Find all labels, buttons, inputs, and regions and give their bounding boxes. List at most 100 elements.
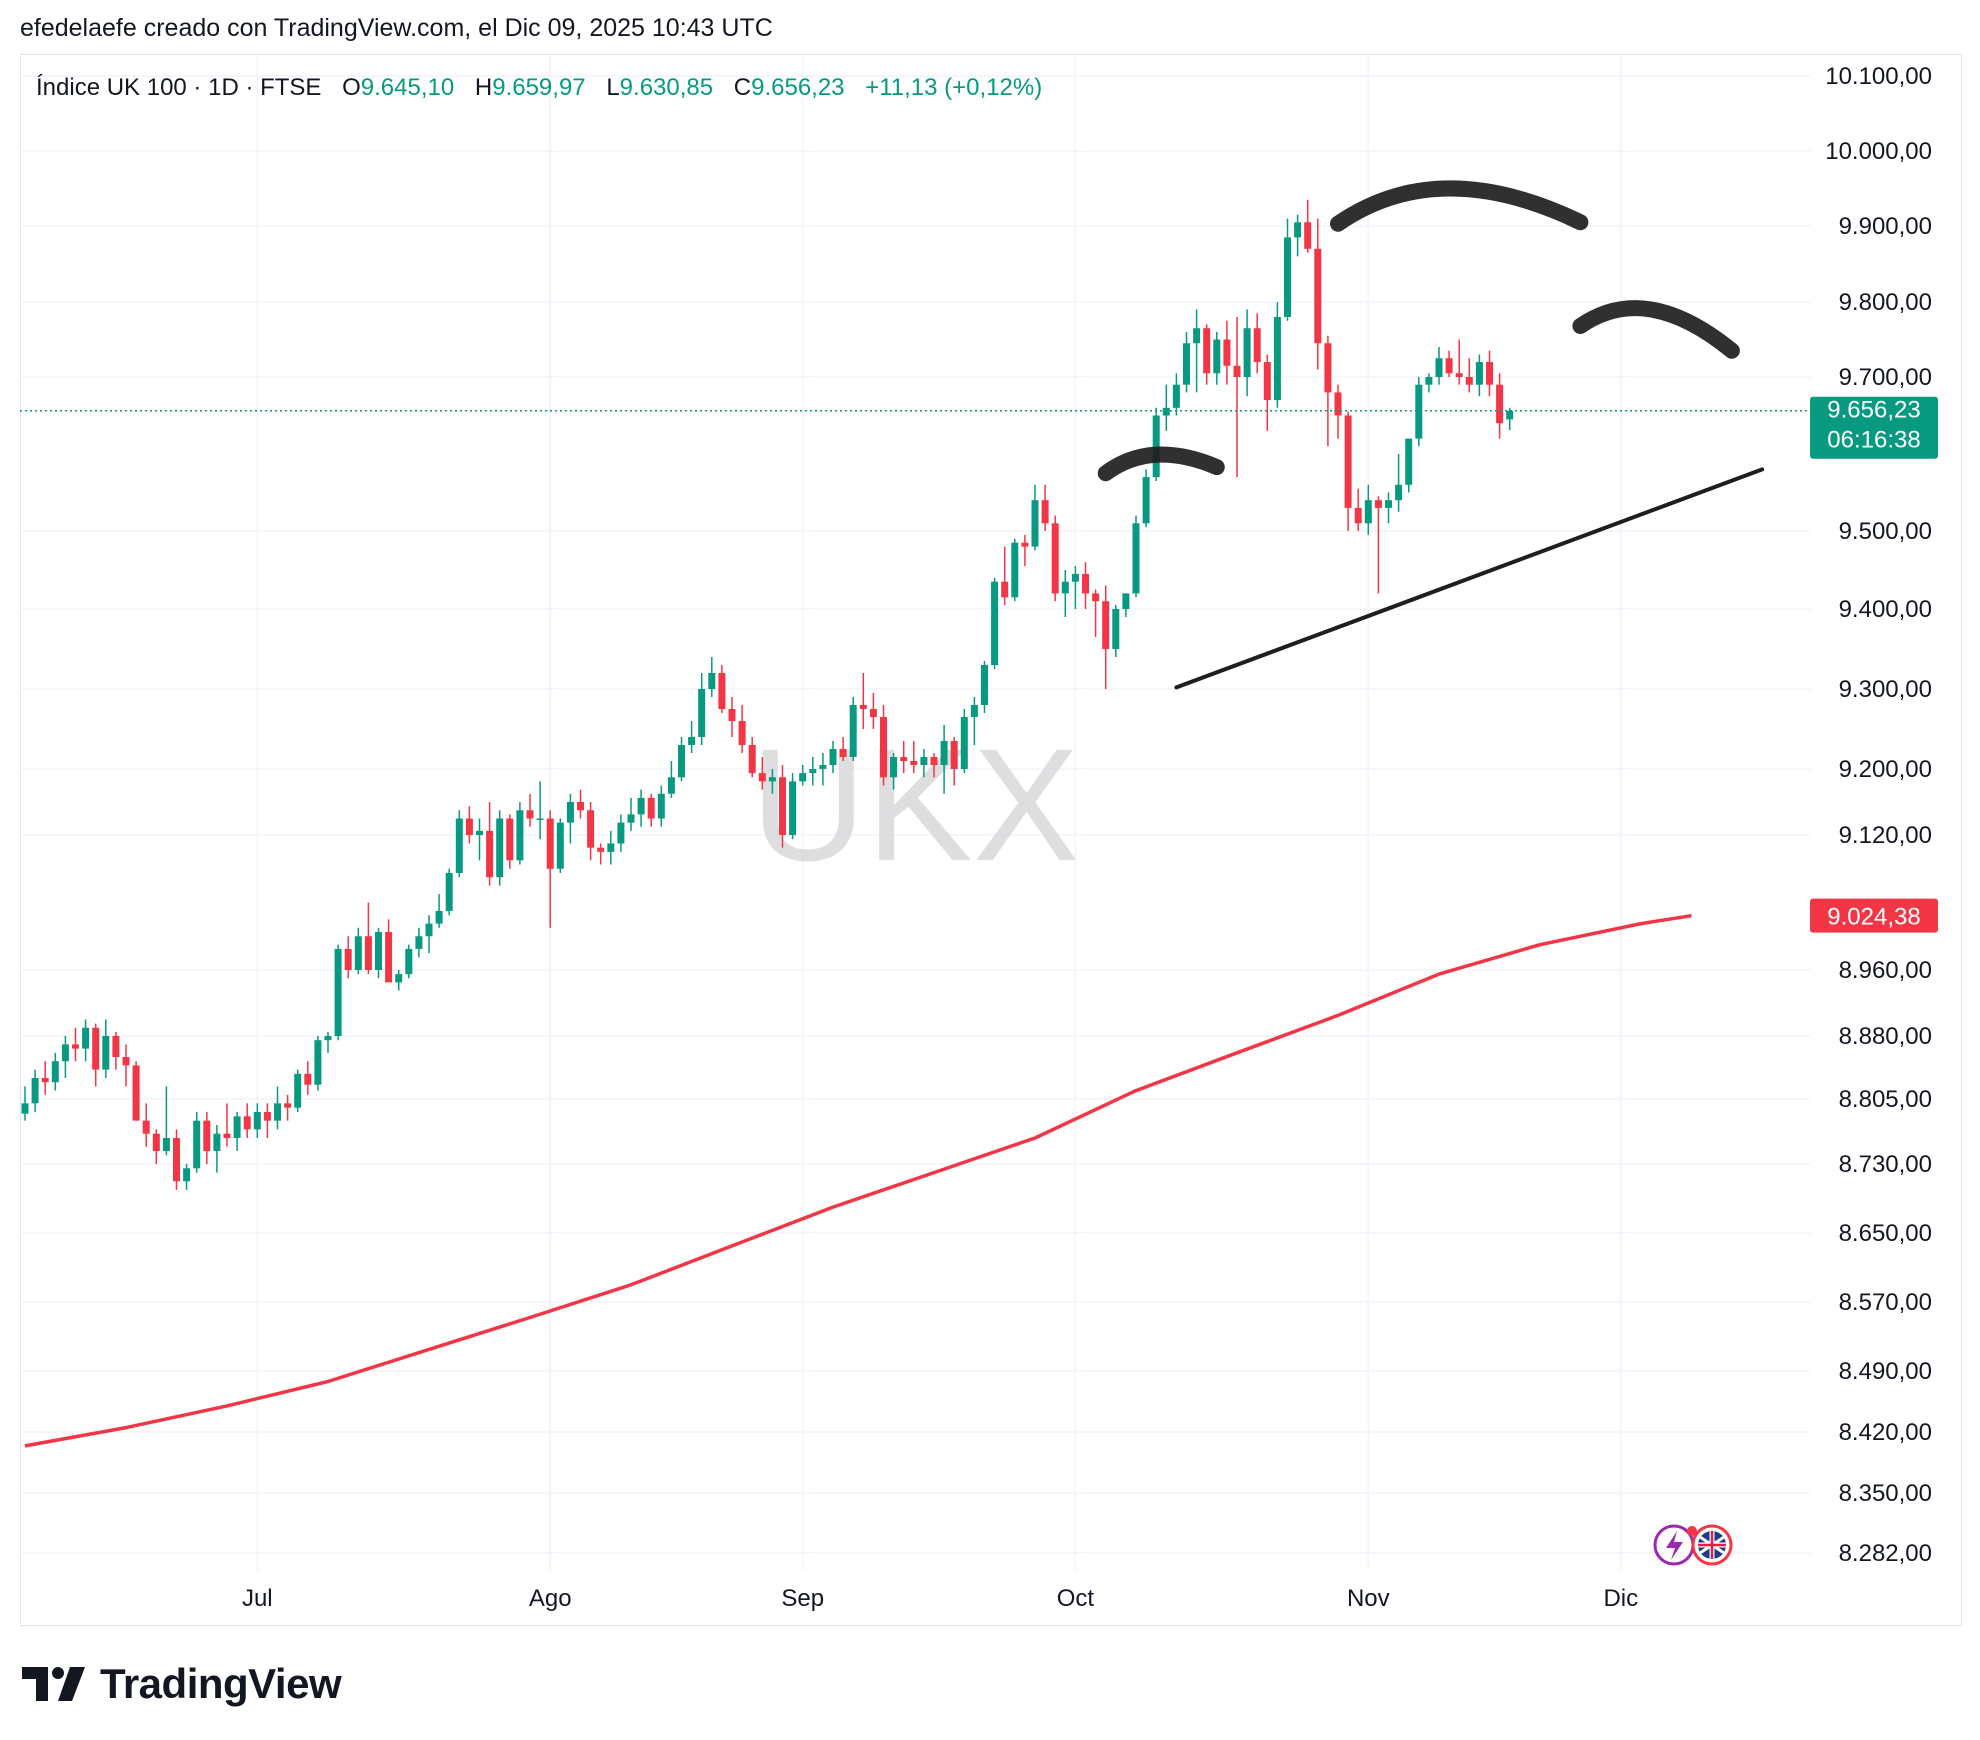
candle[interactable] bbox=[728, 697, 736, 737]
candle[interactable] bbox=[213, 1125, 221, 1173]
candle[interactable] bbox=[435, 894, 443, 928]
candle[interactable] bbox=[799, 765, 807, 786]
candle[interactable] bbox=[940, 725, 948, 794]
candle[interactable] bbox=[334, 944, 342, 1041]
candle[interactable] bbox=[516, 802, 524, 865]
candle[interactable] bbox=[72, 1027, 79, 1062]
candle[interactable] bbox=[1011, 538, 1019, 602]
candle[interactable] bbox=[496, 810, 504, 886]
candle[interactable] bbox=[1334, 384, 1342, 439]
candle[interactable] bbox=[789, 773, 797, 840]
candle[interactable] bbox=[344, 936, 352, 979]
candle[interactable] bbox=[1082, 562, 1089, 609]
candle[interactable] bbox=[162, 1086, 170, 1156]
candle[interactable] bbox=[1374, 496, 1382, 594]
candle[interactable] bbox=[667, 761, 675, 798]
candle[interactable] bbox=[920, 749, 928, 778]
pattern-arc-drawing[interactable] bbox=[1330, 180, 1589, 232]
candle[interactable] bbox=[193, 1112, 201, 1173]
candle[interactable] bbox=[122, 1044, 130, 1087]
candle[interactable] bbox=[233, 1112, 241, 1151]
candle[interactable] bbox=[738, 705, 746, 753]
candle[interactable] bbox=[142, 1103, 150, 1147]
candle[interactable] bbox=[82, 1019, 90, 1062]
tradingview-brand[interactable]: TradingView bbox=[22, 1660, 342, 1708]
candle[interactable] bbox=[395, 970, 403, 991]
candle[interactable] bbox=[627, 797, 635, 831]
candle[interactable] bbox=[1031, 484, 1039, 551]
candle[interactable] bbox=[304, 1061, 312, 1095]
candle[interactable] bbox=[415, 927, 423, 958]
candle[interactable] bbox=[92, 1023, 100, 1087]
candle[interactable] bbox=[688, 721, 696, 753]
candle[interactable] bbox=[950, 737, 958, 786]
candle[interactable] bbox=[859, 673, 867, 729]
candle[interactable] bbox=[647, 793, 655, 827]
candle[interactable] bbox=[1263, 354, 1271, 431]
candle[interactable] bbox=[1455, 339, 1463, 385]
candle[interactable] bbox=[1324, 335, 1332, 447]
candle[interactable] bbox=[1041, 484, 1049, 531]
candle[interactable] bbox=[708, 657, 716, 697]
candle[interactable] bbox=[678, 737, 685, 782]
candle[interactable] bbox=[1203, 324, 1211, 385]
candle[interactable] bbox=[274, 1086, 281, 1130]
candle[interactable] bbox=[375, 927, 382, 979]
candle[interactable] bbox=[385, 919, 393, 983]
candle[interactable] bbox=[152, 1129, 160, 1164]
candle[interactable] bbox=[1253, 313, 1261, 374]
candle[interactable] bbox=[354, 927, 362, 975]
candle[interactable] bbox=[1354, 488, 1362, 531]
pattern-arc-drawing[interactable] bbox=[1097, 446, 1225, 482]
support-trendline[interactable] bbox=[1174, 467, 1765, 690]
candle[interactable] bbox=[900, 741, 908, 774]
candle[interactable] bbox=[748, 737, 756, 778]
candle[interactable] bbox=[41, 1061, 49, 1095]
candle[interactable] bbox=[506, 814, 514, 869]
candle[interactable] bbox=[758, 757, 766, 790]
candle[interactable] bbox=[1506, 407, 1514, 431]
candle[interactable] bbox=[1142, 469, 1150, 528]
candle[interactable] bbox=[1405, 438, 1413, 493]
candle[interactable] bbox=[536, 781, 544, 840]
candle[interactable] bbox=[1425, 373, 1433, 393]
candle[interactable] bbox=[1122, 593, 1130, 617]
candle[interactable] bbox=[809, 757, 817, 786]
candle[interactable] bbox=[960, 709, 968, 774]
candle[interactable] bbox=[698, 673, 706, 745]
moving-average-line[interactable] bbox=[24, 913, 1692, 1448]
candle[interactable] bbox=[132, 1061, 140, 1121]
candle[interactable] bbox=[991, 577, 999, 669]
candle[interactable] bbox=[1051, 515, 1059, 602]
candle[interactable] bbox=[839, 737, 847, 761]
candle[interactable] bbox=[880, 705, 887, 786]
price-chart[interactable]: UKX 10.100,00 10.000,00 9.900,00 9.800,00 9.… bbox=[0, 0, 1980, 1640]
candle[interactable] bbox=[657, 785, 665, 827]
candle[interactable] bbox=[1243, 309, 1251, 397]
candle[interactable] bbox=[1092, 589, 1100, 638]
candle[interactable] bbox=[364, 902, 372, 975]
candle[interactable] bbox=[1385, 492, 1392, 524]
candle[interactable] bbox=[455, 810, 463, 878]
candle[interactable] bbox=[243, 1103, 251, 1138]
candle[interactable] bbox=[779, 765, 786, 848]
candle[interactable] bbox=[617, 814, 625, 852]
candle[interactable] bbox=[1152, 407, 1160, 481]
candle[interactable] bbox=[1172, 373, 1180, 416]
candle[interactable] bbox=[31, 1069, 39, 1112]
candle[interactable] bbox=[910, 741, 918, 774]
candle[interactable] bbox=[637, 789, 645, 827]
candle[interactable] bbox=[1496, 373, 1504, 439]
candle[interactable] bbox=[1304, 199, 1312, 253]
candle[interactable] bbox=[768, 769, 776, 794]
candle[interactable] bbox=[1112, 605, 1120, 657]
candle[interactable] bbox=[1102, 585, 1110, 689]
candle[interactable] bbox=[324, 1031, 332, 1053]
candle[interactable] bbox=[1486, 350, 1493, 397]
candle[interactable] bbox=[61, 1036, 69, 1078]
candle[interactable] bbox=[1001, 546, 1009, 606]
candle[interactable] bbox=[1435, 347, 1443, 385]
candle[interactable] bbox=[1061, 570, 1069, 617]
candle[interactable] bbox=[566, 793, 574, 844]
candle[interactable] bbox=[819, 753, 827, 786]
